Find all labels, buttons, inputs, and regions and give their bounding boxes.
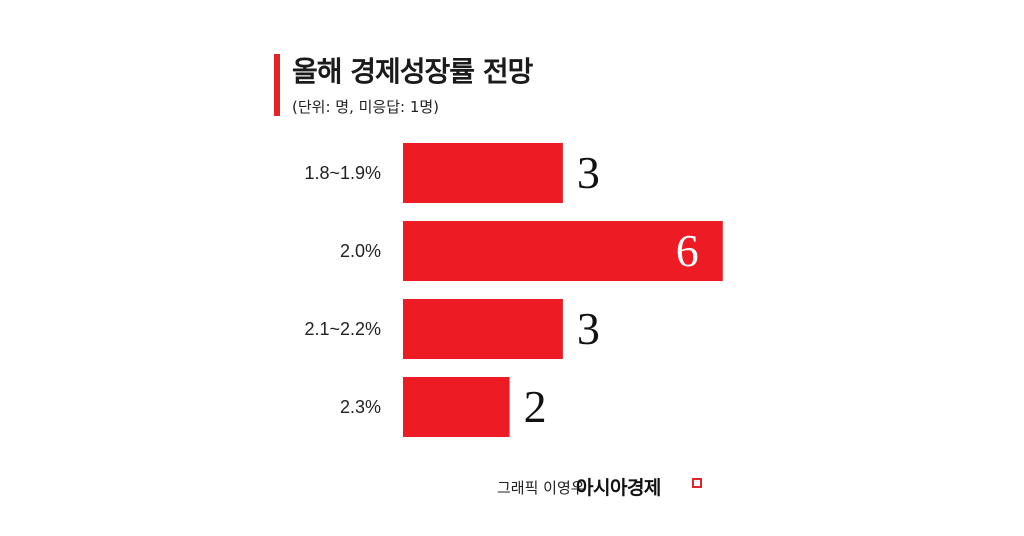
value-label: 3: [577, 303, 600, 354]
bar: [403, 143, 563, 203]
chart-title: 올해 경제성장률 전망: [292, 55, 533, 88]
category-label: 2.0%: [340, 241, 381, 261]
value-label: 3: [577, 147, 600, 198]
graphic-credit: 그래픽 이영우: [497, 479, 585, 497]
category-label: 1.8~1.9%: [304, 163, 381, 183]
category-label: 2.3%: [340, 397, 381, 417]
category-label: 2.1~2.2%: [304, 319, 381, 339]
value-label: 6: [676, 225, 699, 276]
brand-mark-icon: [692, 478, 702, 488]
brand-logo: 아시아경제: [576, 477, 661, 499]
bar: [403, 299, 563, 359]
bar: [403, 221, 723, 281]
value-label: 2: [524, 381, 547, 432]
chart-subtitle: (단위: 명, 미응답: 1명): [292, 98, 440, 116]
title-accent-bar: [274, 54, 280, 116]
bar: [403, 377, 510, 437]
